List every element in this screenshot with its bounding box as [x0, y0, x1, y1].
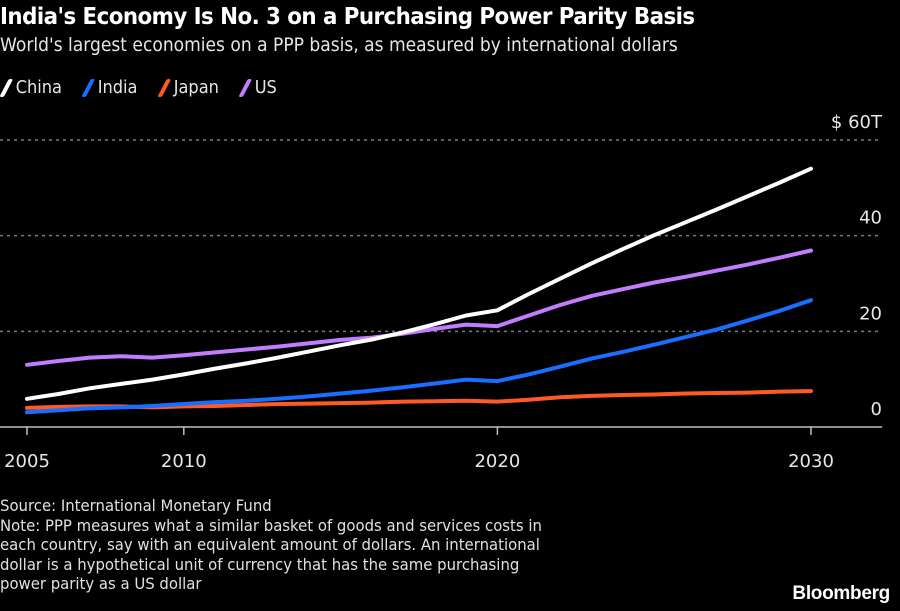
y-tick-label: 20: [859, 303, 882, 324]
series-line-china: [25, 166, 813, 401]
note-line: power parity as a US dollar: [0, 574, 202, 593]
y-tick-label: 40: [859, 208, 882, 229]
y-axis-ticks: 0 20 40 $ 60T: [831, 112, 883, 420]
x-tick-label: 2010: [161, 451, 207, 472]
legend-label-japan: Japan: [173, 77, 219, 98]
x-axis: 2005 2010 2020 2030: [0, 426, 882, 472]
chart-title: India's Economy Is No. 3 on a Purchasing…: [0, 4, 695, 30]
legend-item-china: China: [0, 77, 62, 98]
legend-label-us: US: [254, 77, 277, 98]
legend-item-india: India: [81, 77, 138, 98]
footer-notes: Source: International Monetary Fund Note…: [0, 496, 605, 594]
series-lines: [25, 166, 813, 415]
x-tick-label: 2005: [4, 451, 50, 472]
x-tick-label: 2020: [474, 451, 520, 472]
legend: China India Japan US: [0, 77, 280, 98]
bloomberg-logo: Bloomberg: [792, 583, 890, 604]
legend-item-japan: Japan: [156, 77, 219, 98]
y-tick-label: $ 60T: [831, 112, 883, 133]
legend-label-china: China: [15, 77, 62, 98]
series-line-us: [25, 248, 813, 367]
x-tick-label: 2030: [788, 451, 834, 472]
note-line: Note: PPP measures what a similar basket…: [0, 515, 542, 535]
chart-subtitle: World's largest economies on a PPP basis…: [0, 34, 678, 56]
note-line: dollar is a hypothetical unit of currenc…: [0, 554, 520, 574]
source-text: Source: International Monetary Fund: [0, 496, 272, 515]
note-line: each country, say with an equivalent amo…: [0, 535, 540, 554]
gridlines: [0, 139, 882, 333]
legend-label-india: India: [98, 77, 138, 98]
series-line-india: [25, 298, 813, 415]
y-tick-label: 0: [871, 399, 882, 420]
legend-item-us: US: [238, 77, 277, 98]
